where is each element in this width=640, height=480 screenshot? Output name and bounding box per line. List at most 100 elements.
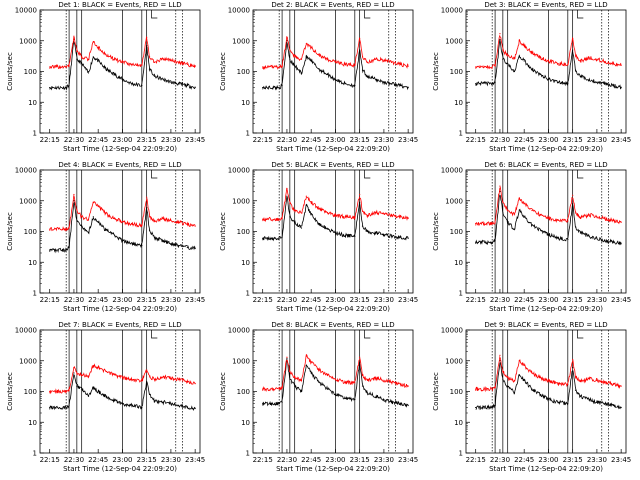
data-point — [574, 376, 577, 378]
data-point — [131, 223, 133, 226]
data-point — [359, 361, 361, 363]
data-point — [262, 66, 264, 68]
data-point — [327, 388, 329, 390]
data-point — [146, 36, 148, 38]
data-point — [523, 364, 525, 367]
data-point — [97, 366, 99, 369]
data-point — [141, 244, 143, 247]
y-tick-label: 10 — [241, 99, 250, 107]
data-point — [162, 240, 164, 242]
data-point — [572, 194, 574, 196]
data-point — [153, 400, 156, 402]
data-point — [518, 209, 520, 211]
data-point — [344, 83, 346, 85]
data-point — [170, 403, 172, 405]
data-point — [604, 240, 606, 242]
data-point — [114, 234, 116, 236]
data-point — [596, 401, 598, 403]
data-point — [148, 216, 151, 218]
x-tick-label: 22:45 — [514, 136, 534, 144]
y-tick-label: 10000 — [228, 167, 250, 175]
data-point — [68, 227, 70, 229]
data-point — [547, 217, 550, 219]
data-point — [131, 63, 133, 66]
data-point — [574, 212, 577, 214]
data-point — [105, 54, 107, 56]
data-point — [359, 49, 361, 51]
x-tick-label: 22:15 — [40, 456, 60, 464]
data-point — [294, 385, 296, 387]
data-point — [281, 218, 283, 220]
data-point — [334, 78, 337, 81]
data-point — [300, 379, 303, 381]
data-point — [65, 86, 67, 89]
data-point — [141, 380, 143, 382]
data-point — [327, 73, 329, 76]
data-point — [407, 65, 409, 67]
data-point — [383, 213, 385, 215]
data-point — [579, 380, 582, 383]
data-point — [327, 228, 329, 230]
data-point — [572, 37, 574, 39]
y-axis-label: Counts/sec — [219, 52, 227, 91]
data-point — [131, 83, 133, 85]
data-point — [574, 69, 577, 71]
x-axis-label: Start Time (12-Sep-04 22:09:20) — [63, 465, 177, 473]
data-point — [76, 209, 78, 211]
data-point — [588, 235, 590, 237]
x-tick-label: 22:15 — [466, 456, 486, 464]
data-point — [596, 216, 598, 218]
y-tick-label: 100 — [24, 68, 37, 76]
data-point — [81, 63, 83, 65]
data-point — [375, 232, 377, 234]
data-point — [604, 381, 606, 383]
data-point — [540, 214, 542, 216]
data-point — [383, 233, 385, 236]
data-point — [499, 185, 501, 187]
data-point — [518, 360, 520, 362]
data-point — [499, 354, 501, 356]
data-point — [318, 208, 320, 210]
data-point — [153, 220, 156, 223]
data-point — [596, 379, 598, 381]
x-tick-label: 22:45 — [301, 136, 321, 144]
data-point — [547, 60, 550, 62]
data-point — [289, 59, 291, 61]
y-tick-label: 100 — [450, 228, 463, 236]
data-point — [475, 406, 477, 409]
x-tick-label: 23:45 — [185, 136, 205, 144]
data-point — [65, 228, 67, 230]
x-tick-label: 22:45 — [88, 456, 108, 464]
data-point — [65, 390, 67, 393]
data-point — [612, 219, 614, 221]
data-point — [186, 380, 188, 383]
series-line-events — [262, 196, 409, 242]
x-tick-label: 22:30 — [490, 296, 510, 304]
data-point — [572, 49, 574, 51]
data-point — [65, 66, 67, 68]
data-point — [318, 369, 320, 371]
data-point — [475, 241, 477, 243]
data-point — [574, 226, 577, 228]
data-point — [327, 212, 329, 214]
data-point — [294, 209, 296, 211]
data-point — [391, 235, 393, 237]
x-axis-label: Start Time (12-Sep-04 22:09:20) — [276, 145, 390, 153]
data-point — [318, 381, 320, 383]
data-point — [286, 187, 288, 190]
x-tick-label: 23:30 — [587, 456, 607, 464]
data-point — [391, 61, 393, 63]
data-point — [300, 227, 303, 229]
data-point — [502, 379, 504, 381]
data-point — [178, 244, 180, 247]
data-point — [540, 377, 542, 379]
data-point — [294, 221, 296, 223]
panel-det-9: Det 9: BLACK = Events, RED = LLD 1 10 100 10… — [426, 320, 639, 480]
y-tick-label: 10000 — [441, 167, 463, 175]
data-point — [383, 398, 385, 401]
data-point — [76, 372, 78, 374]
data-point — [146, 369, 148, 371]
chart-title: Det 8: BLACK = Events, RED = LLD — [271, 321, 394, 329]
data-point — [92, 386, 94, 388]
x-tick-label: 22:15 — [253, 296, 273, 304]
